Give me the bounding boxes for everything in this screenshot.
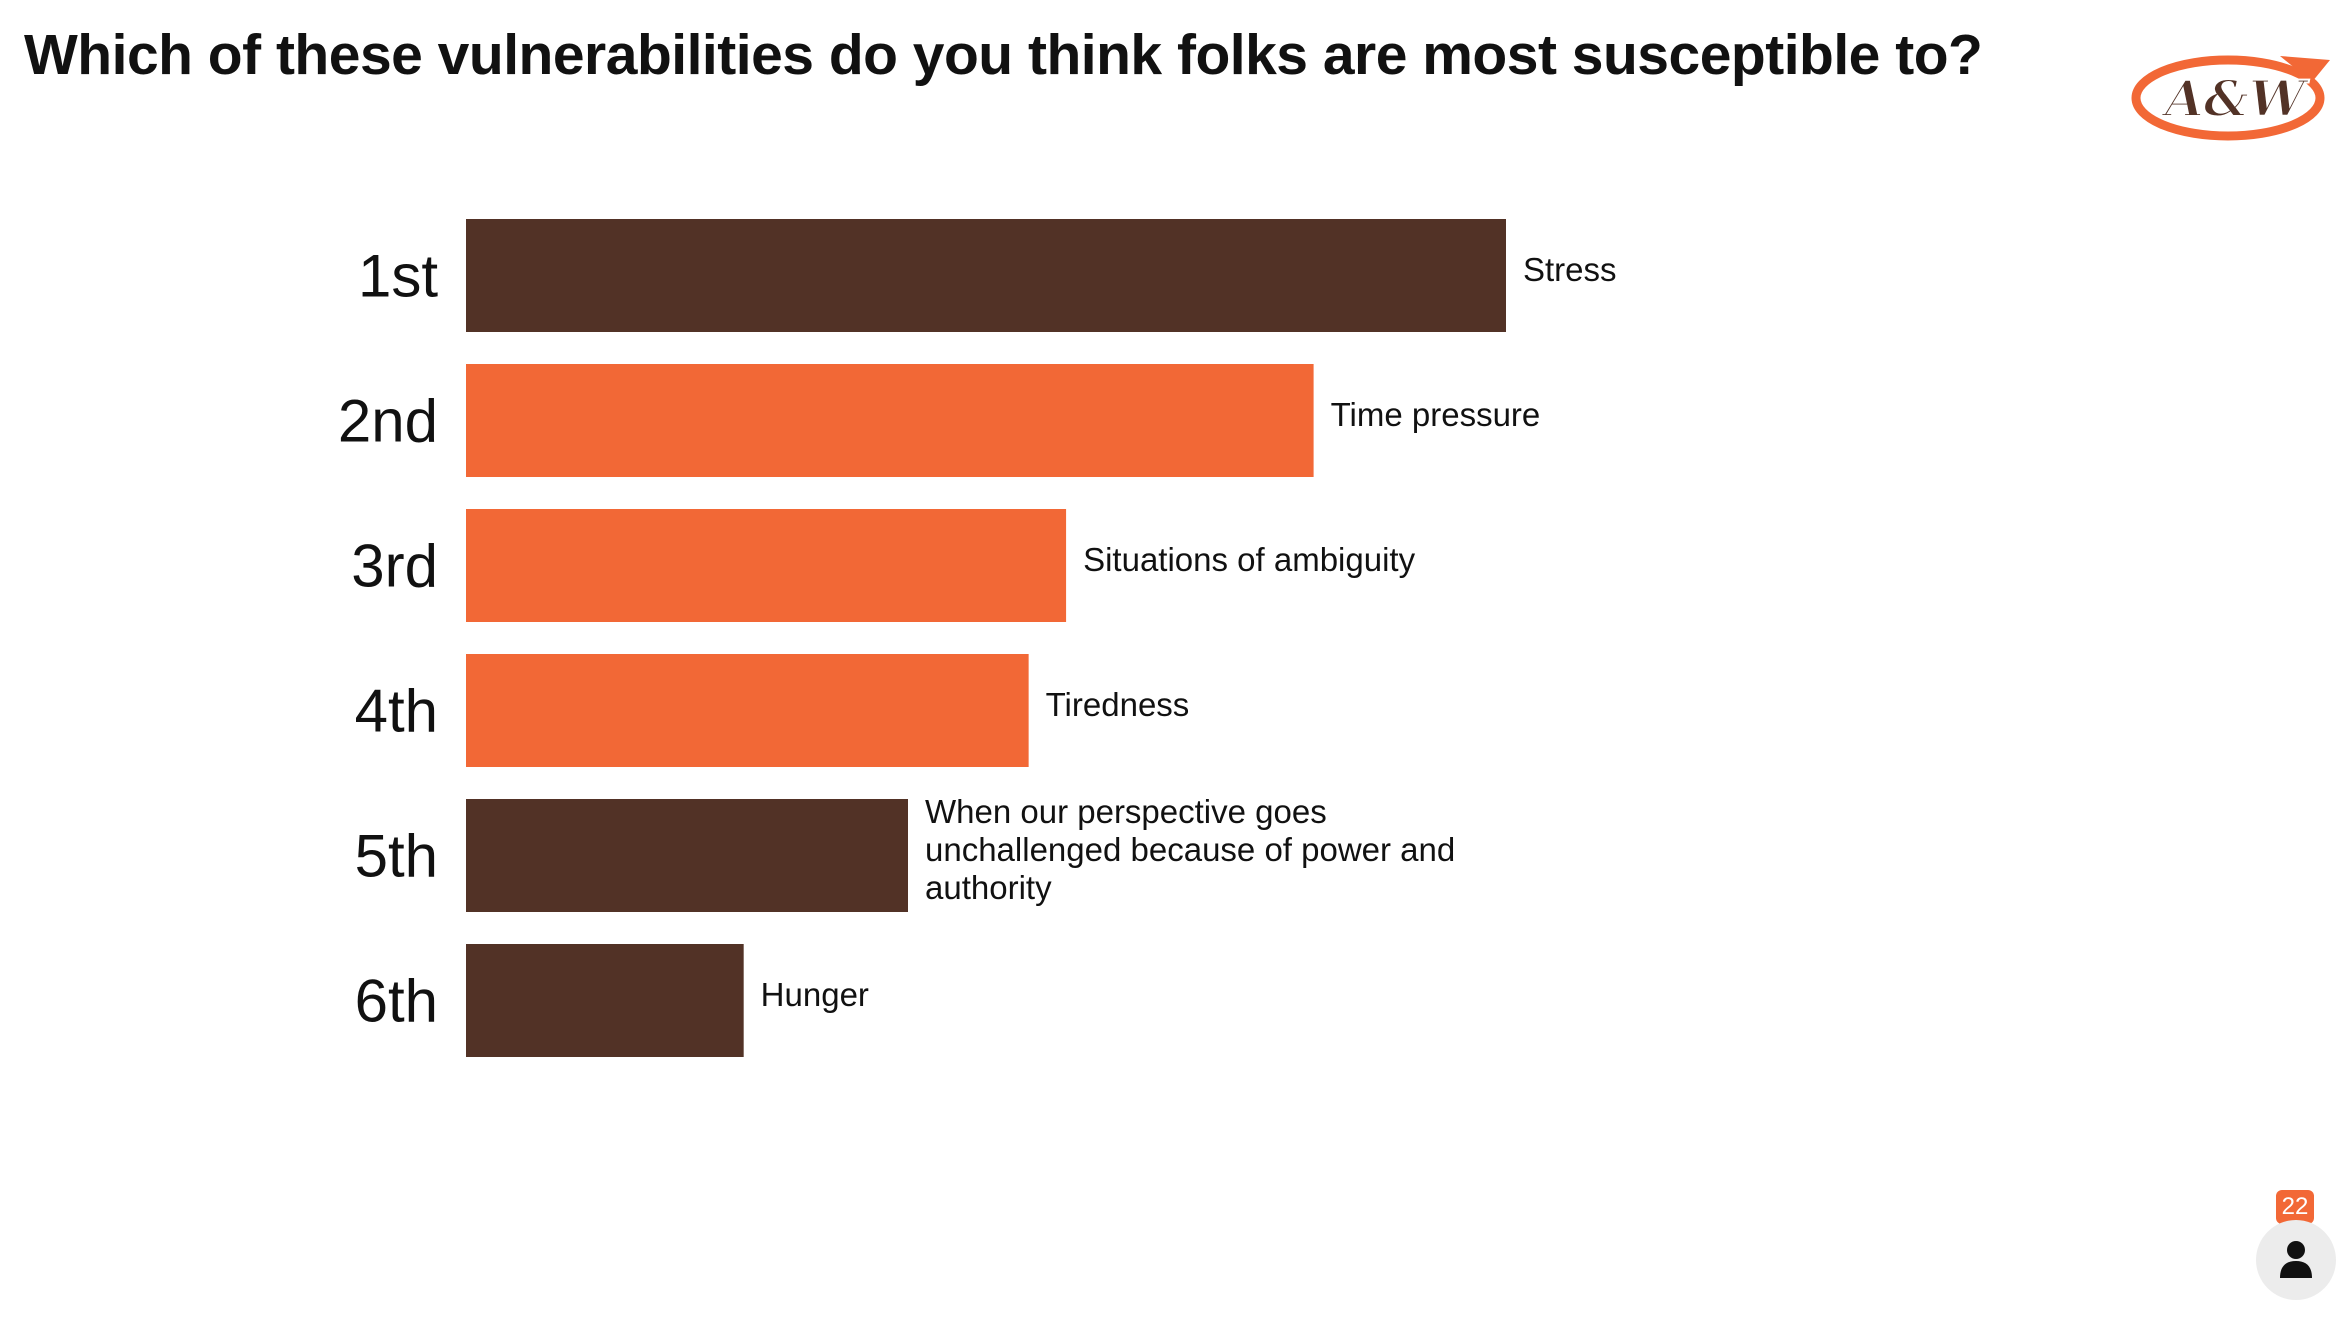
bar-label-4: Tiredness <box>1045 685 1190 723</box>
bar-1 <box>466 219 1506 332</box>
bar-label-3: Situations of ambiguity <box>1083 540 1416 578</box>
bar-2 <box>466 364 1314 477</box>
bar-label-5: When our perspective goes unchallenged b… <box>925 792 1456 906</box>
rank-label-4: 4th <box>355 678 438 745</box>
participant-count-badge: 22 <box>2276 1190 2314 1224</box>
slide-title: Which of these vulnerabilities do you th… <box>24 23 1983 87</box>
rank-label-6: 6th <box>355 968 438 1035</box>
participants-indicator[interactable]: 22 <box>2256 1190 2338 1300</box>
rank-label-1: 1st <box>358 243 438 310</box>
brand-logo-text: A&W <box>2161 69 2310 128</box>
bar-5 <box>466 799 908 912</box>
avatar[interactable] <box>2256 1220 2336 1300</box>
bar-4 <box>466 654 1029 767</box>
person-icon <box>2280 1241 2312 1278</box>
bar-3 <box>466 509 1067 622</box>
bar-label-6: Hunger <box>760 975 869 1013</box>
rank-label-3: 3rd <box>351 533 438 600</box>
bar-label-1: Stress <box>1523 250 1617 288</box>
rank-label-2: 2nd <box>338 388 438 455</box>
rank-label-5: 5th <box>355 823 438 890</box>
brand-logo: A&W <box>2131 55 2330 141</box>
bar-6 <box>466 944 744 1057</box>
bar-label-2: Time pressure <box>1330 395 1541 433</box>
